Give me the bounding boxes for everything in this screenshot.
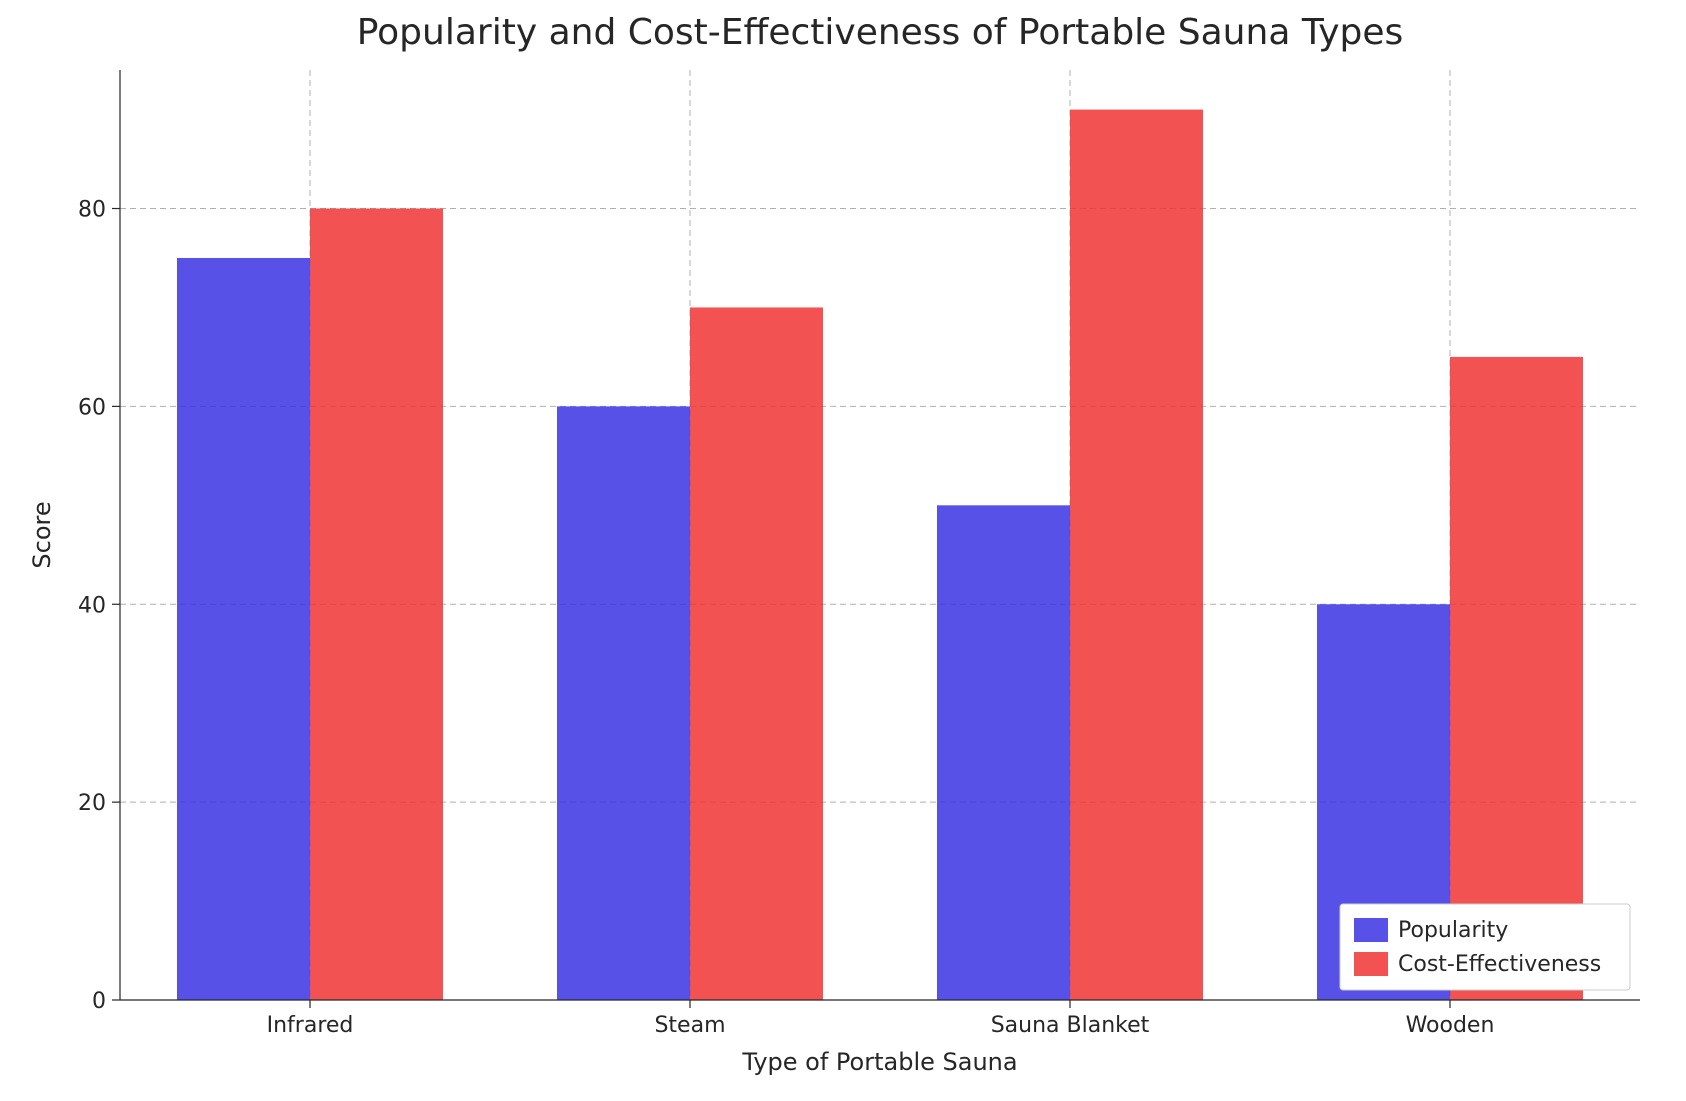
legend-swatch xyxy=(1354,918,1388,942)
xtick-label: Wooden xyxy=(1406,1013,1495,1038)
xtick-label: Sauna Blanket xyxy=(991,1013,1150,1038)
legend: Popularity Cost-Effectiveness xyxy=(1340,904,1630,990)
y-axis-label: Score xyxy=(28,501,56,568)
bar-cost-effectiveness-infrared xyxy=(310,209,443,1000)
ytick-label: 80 xyxy=(78,198,106,223)
bar-popularity-steam xyxy=(557,406,690,1000)
bar-chart: 0 20 40 60 80 Infrared Steam Sauna Blanket Woode… xyxy=(0,0,1686,1101)
ytick-label: 40 xyxy=(78,593,106,618)
legend-frame xyxy=(1340,904,1630,990)
bar-cost-effectiveness-steam xyxy=(690,307,823,1000)
bar-cost-effectiveness-sauna-blanket xyxy=(1070,110,1203,1000)
x-axis-label: Type of Portable Sauna xyxy=(741,1048,1017,1076)
legend-label: Cost-Effectiveness xyxy=(1398,952,1601,977)
legend-swatch xyxy=(1354,952,1388,976)
bar-popularity-infrared xyxy=(177,258,310,1000)
xtick-label: Steam xyxy=(654,1013,725,1038)
bar-popularity-sauna-blanket xyxy=(937,505,1070,1000)
ytick-label: 0 xyxy=(92,989,106,1014)
legend-label: Popularity xyxy=(1398,918,1508,943)
chart-title: Popularity and Cost-Effectiveness of Por… xyxy=(357,12,1404,53)
chart-container: 0 20 40 60 80 Infrared Steam Sauna Blanket Woode… xyxy=(0,0,1686,1101)
ytick-label: 20 xyxy=(78,791,106,816)
ytick-label: 60 xyxy=(78,395,106,420)
xtick-label: Infrared xyxy=(267,1013,354,1038)
